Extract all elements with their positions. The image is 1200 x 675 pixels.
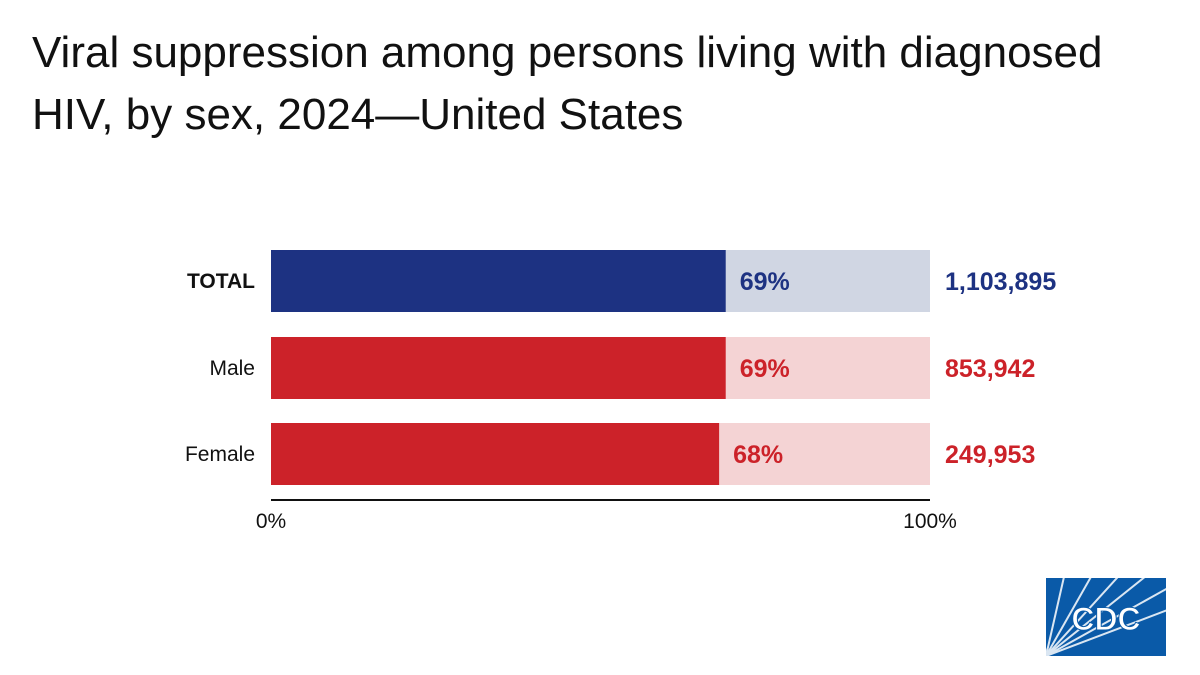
bar-female — [271, 423, 720, 485]
category-label-female: Female — [185, 443, 255, 466]
count-label-female: 249,953 — [945, 441, 1035, 469]
value-label-female: 68% — [733, 441, 783, 469]
chart-title: Viral suppression among persons living w… — [32, 28, 1103, 139]
category-label-total: TOTAL — [187, 270, 255, 293]
logo-text: CDC — [1071, 601, 1140, 637]
category-label-male: Male — [209, 357, 255, 380]
bar-male — [271, 337, 726, 399]
cdc-logo: CDC — [1046, 578, 1166, 656]
value-label-total: 69% — [740, 268, 790, 296]
bar-total — [271, 250, 726, 312]
x-tick-label-min: 0% — [256, 510, 286, 533]
count-label-total: 1,103,895 — [945, 268, 1056, 296]
x-tick-label-max: 100% — [903, 510, 957, 533]
value-label-male: 69% — [740, 355, 790, 383]
count-label-male: 853,942 — [945, 355, 1035, 383]
